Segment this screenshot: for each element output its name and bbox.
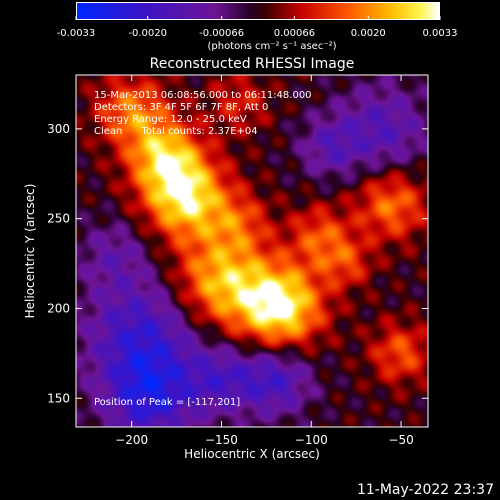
y-tick-label: 200	[47, 301, 70, 315]
colorbar-units-label: (photons cm⁻² s⁻¹ asec⁻²)	[207, 41, 336, 52]
peak-position-text: Position of Peak = [-117,201]	[94, 397, 241, 408]
colorbar-tick-label: -0.0033	[57, 28, 96, 39]
colorbar-labels: -0.0033 -0.0020 -0.00066 0.00066 0.0020 0.003…	[57, 16, 458, 52]
x-tick-label: −150	[205, 433, 238, 447]
colorbar-tick-label: -0.00066	[199, 28, 244, 39]
colorbar-tick-label: 0.0033	[423, 28, 458, 39]
colorbar-tick-label: 0.0020	[351, 28, 386, 39]
x-tick-label: −200	[115, 433, 148, 447]
x-axis-label: Heliocentric X (arcsec)	[184, 447, 320, 461]
detectors-text: Detectors: 3F 4F 5F 6F 7F 8F, Att 0	[94, 102, 269, 113]
energy-range-text: Energy Range: 12.0 - 25.0 keV	[94, 114, 247, 125]
counts-text: Total counts: 2.37E+04	[141, 126, 258, 137]
colorbar-tick-label: -0.0020	[128, 28, 167, 39]
timestamp: 11-May-2022 23:37	[356, 482, 494, 498]
colorbar-gradient	[76, 2, 440, 20]
y-tick-label: 300	[47, 122, 70, 136]
method-text: Clean	[94, 126, 123, 137]
y-tick-label: 150	[47, 391, 70, 405]
x-tick-label: −50	[388, 433, 413, 447]
plot-border	[75, 74, 429, 428]
heatmap-image	[76, 75, 428, 427]
method-counts-row: Clean Total counts: 2.37E+04	[94, 126, 414, 138]
info-overlay: 15-Mar-2013 06:08:56.000 to 06:11:48.000…	[94, 90, 414, 138]
y-tick-label: 250	[47, 212, 70, 226]
colorbar-tick-label: 0.00066	[274, 28, 315, 39]
x-tick-label: −100	[295, 433, 328, 447]
chart-title: Reconstructed RHESSI Image	[150, 56, 355, 72]
axis-ticks: −200 −150 −100 −50 150 200 250 300	[47, 75, 428, 447]
y-axis-label: Heliocentric Y (arcsec)	[23, 184, 37, 319]
time-range-text: 15-Mar-2013 06:08:56.000 to 06:11:48.000	[94, 90, 312, 101]
